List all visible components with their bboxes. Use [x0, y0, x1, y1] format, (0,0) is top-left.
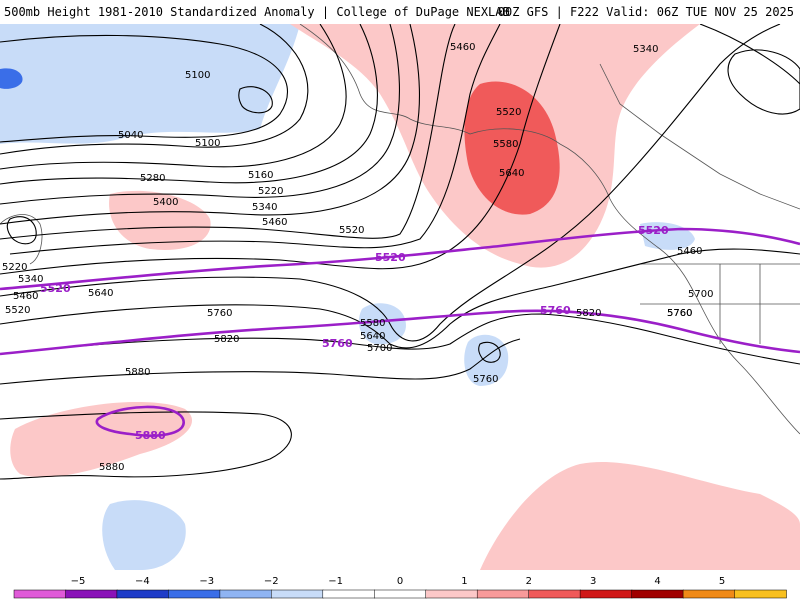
highlight-label: 5520	[40, 282, 71, 295]
contour-label: 5100	[195, 138, 220, 149]
contour-label: 5520	[339, 225, 364, 236]
contour-label: 5880	[99, 462, 124, 473]
colorbar-swatch	[425, 589, 478, 599]
highlight-label: 5520	[375, 251, 406, 264]
highlight-label: 5520	[638, 224, 669, 237]
contour-label: 5700	[367, 343, 392, 354]
anomaly-positive-southwest	[10, 401, 193, 478]
contour-label: 5760	[667, 308, 692, 319]
contour-5760	[0, 309, 800, 356]
contour-label: 5520	[5, 305, 30, 316]
colorbar-tick-label: 2	[526, 576, 532, 587]
contour-label: 5220	[258, 186, 283, 197]
anomaly-negative-low	[358, 303, 406, 345]
anomaly-shading	[0, 24, 800, 570]
colorbar-tick-label: −1	[328, 576, 343, 587]
highlight-label: 5760	[322, 337, 353, 350]
contour-label: 5760	[473, 374, 498, 385]
contour-label: 5760	[207, 308, 232, 319]
contour-label: 5640	[499, 168, 524, 179]
contour-label: 5580	[360, 318, 385, 329]
colorbar-tick-label: −4	[135, 576, 150, 587]
colorbar-tick-label: −2	[264, 576, 279, 587]
anomaly-positive-southeast	[480, 461, 800, 570]
contour-label: 5460	[677, 246, 702, 257]
contour-label: 5820	[214, 334, 239, 345]
contour-label: 5220	[2, 262, 27, 273]
colorbar-tick-label: 3	[590, 576, 596, 587]
colorbar-tick-label: 1	[461, 576, 467, 587]
colorbar-tick-label: −3	[199, 576, 214, 587]
contour-label: 5340	[18, 274, 43, 285]
colorbar-swatch	[374, 589, 427, 599]
contour-label: 5460	[13, 291, 38, 302]
contour-5520	[0, 227, 800, 291]
colorbar-swatch	[322, 589, 376, 599]
highlight-contours	[0, 227, 800, 437]
contour-5880	[95, 405, 185, 437]
contour-label: 5880	[125, 367, 150, 378]
colorbar-swatch	[476, 589, 530, 599]
colorbar-swatch	[631, 589, 684, 599]
contour-label: 5640	[88, 288, 113, 299]
anomaly-positive-center	[464, 81, 560, 215]
contour-label: 5820	[576, 308, 601, 319]
weather-map: 5460 5340 5100 5040 5100 5160 5220 5280 …	[0, 24, 800, 570]
contour-label: 5760	[667, 308, 692, 319]
contour-label: 5400	[153, 197, 178, 208]
highlight-label: 5880	[135, 429, 166, 442]
contour-label: 5160	[248, 170, 273, 181]
contour-label: 5580	[493, 139, 518, 150]
colorbar-swatch	[579, 589, 633, 599]
contour-label: 5340	[633, 44, 658, 55]
colorbar-swatch	[168, 589, 221, 599]
colorbar-tick-label: 5	[719, 576, 725, 587]
colorbar-swatch	[734, 589, 787, 599]
model-run-info: 00Z GFS | F222 Valid: 06Z TUE NOV 25 202…	[497, 5, 794, 19]
colorbar-swatch	[116, 589, 170, 599]
height-contours	[0, 24, 800, 480]
contour-label: 5520	[496, 107, 521, 118]
highlight-label: 5760	[540, 304, 571, 317]
colorbar-swatch	[219, 589, 273, 599]
colorbar-swatch	[528, 589, 581, 599]
colorbar-swatches	[13, 589, 787, 599]
colorbar-swatch	[682, 589, 736, 599]
contour-label: 5640	[360, 331, 385, 342]
colorbar-tick-label: 4	[654, 576, 660, 587]
anomaly-positive-pacific	[109, 190, 211, 250]
contour-label: 5100	[185, 70, 210, 81]
colorbar-swatch	[65, 589, 118, 599]
contour-label: 5700	[688, 289, 713, 300]
contour-label: 5340	[252, 202, 277, 213]
header: 500mb Height 1981-2010 Standardized Anom…	[0, 0, 800, 24]
anomaly-negative-south	[102, 500, 186, 570]
contour-label: 5040	[118, 130, 143, 141]
colorbar-swatch	[271, 589, 324, 599]
map-title: 500mb Height 1981-2010 Standardized Anom…	[4, 5, 510, 19]
anomaly-negative-northwest	[0, 24, 300, 144]
contour-label: 5460	[450, 42, 475, 53]
colorbar-tick-label: −5	[71, 576, 86, 587]
colorbar-swatch	[13, 589, 67, 599]
anomaly-negative-strong	[0, 68, 23, 89]
anomaly-negative-cutoff	[464, 334, 509, 386]
colorbar: −5 −4 −3 −2 −1 0 1 2 3 4 5	[13, 576, 787, 599]
contour-label-group: 5460 5340 5100 5040 5100 5160 5220 5280 …	[2, 42, 713, 473]
contour-label: 5280	[140, 173, 165, 184]
colorbar-tick-labels: −5 −4 −3 −2 −1 0 1 2 3 4 5	[71, 576, 726, 587]
colorbar-tick-label: 0	[397, 576, 403, 587]
contour-label: 5460	[262, 217, 287, 228]
